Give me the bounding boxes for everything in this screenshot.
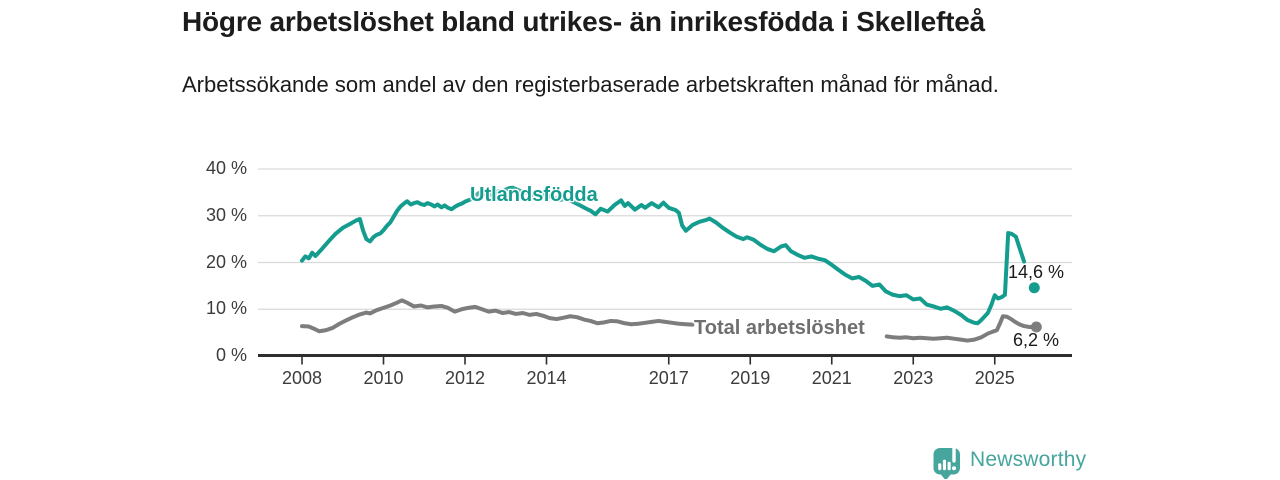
chart-title: Högre arbetslöshet bland utrikes- än inr… [182, 6, 985, 37]
x-tick-label: 2017 [648, 368, 689, 388]
x-tick-label: 2021 [811, 368, 852, 388]
x-tick-label: 2025 [974, 368, 1015, 388]
x-tick-label: 2023 [893, 368, 934, 388]
x-tick-label: 2008 [281, 368, 323, 388]
x-tick-label: 2014 [526, 368, 567, 388]
end-value-label-utlandsfodda: 14,6 % [1008, 262, 1065, 282]
y-tick-label: 40 % [205, 158, 247, 178]
x-tick-label: 2012 [444, 368, 486, 388]
y-tick-label: 20 % [205, 251, 247, 272]
y-tick-label: 30 % [205, 204, 247, 225]
chart-subtitle: Arbetssökande som andel av den registerb… [182, 72, 999, 97]
series-label-utlandsfodda: Utlandsfödda [470, 184, 598, 206]
series-label-total-arbetsloshet: Total arbetslöshet [694, 317, 865, 339]
x-tick-label: 2019 [730, 368, 771, 388]
x-tick-label: 2010 [363, 368, 404, 388]
y-tick-label: 10 % [205, 298, 247, 319]
end-value-label-total: 6,2 % [1013, 330, 1060, 350]
newsworthy-logo-text: Newsworthy [970, 447, 1087, 471]
y-tick-label: 0 % [215, 345, 247, 365]
newsworthy-bar-chart-icon [933, 445, 960, 479]
newsworthy-logo[interactable]: Newsworthy [933, 444, 1086, 479]
